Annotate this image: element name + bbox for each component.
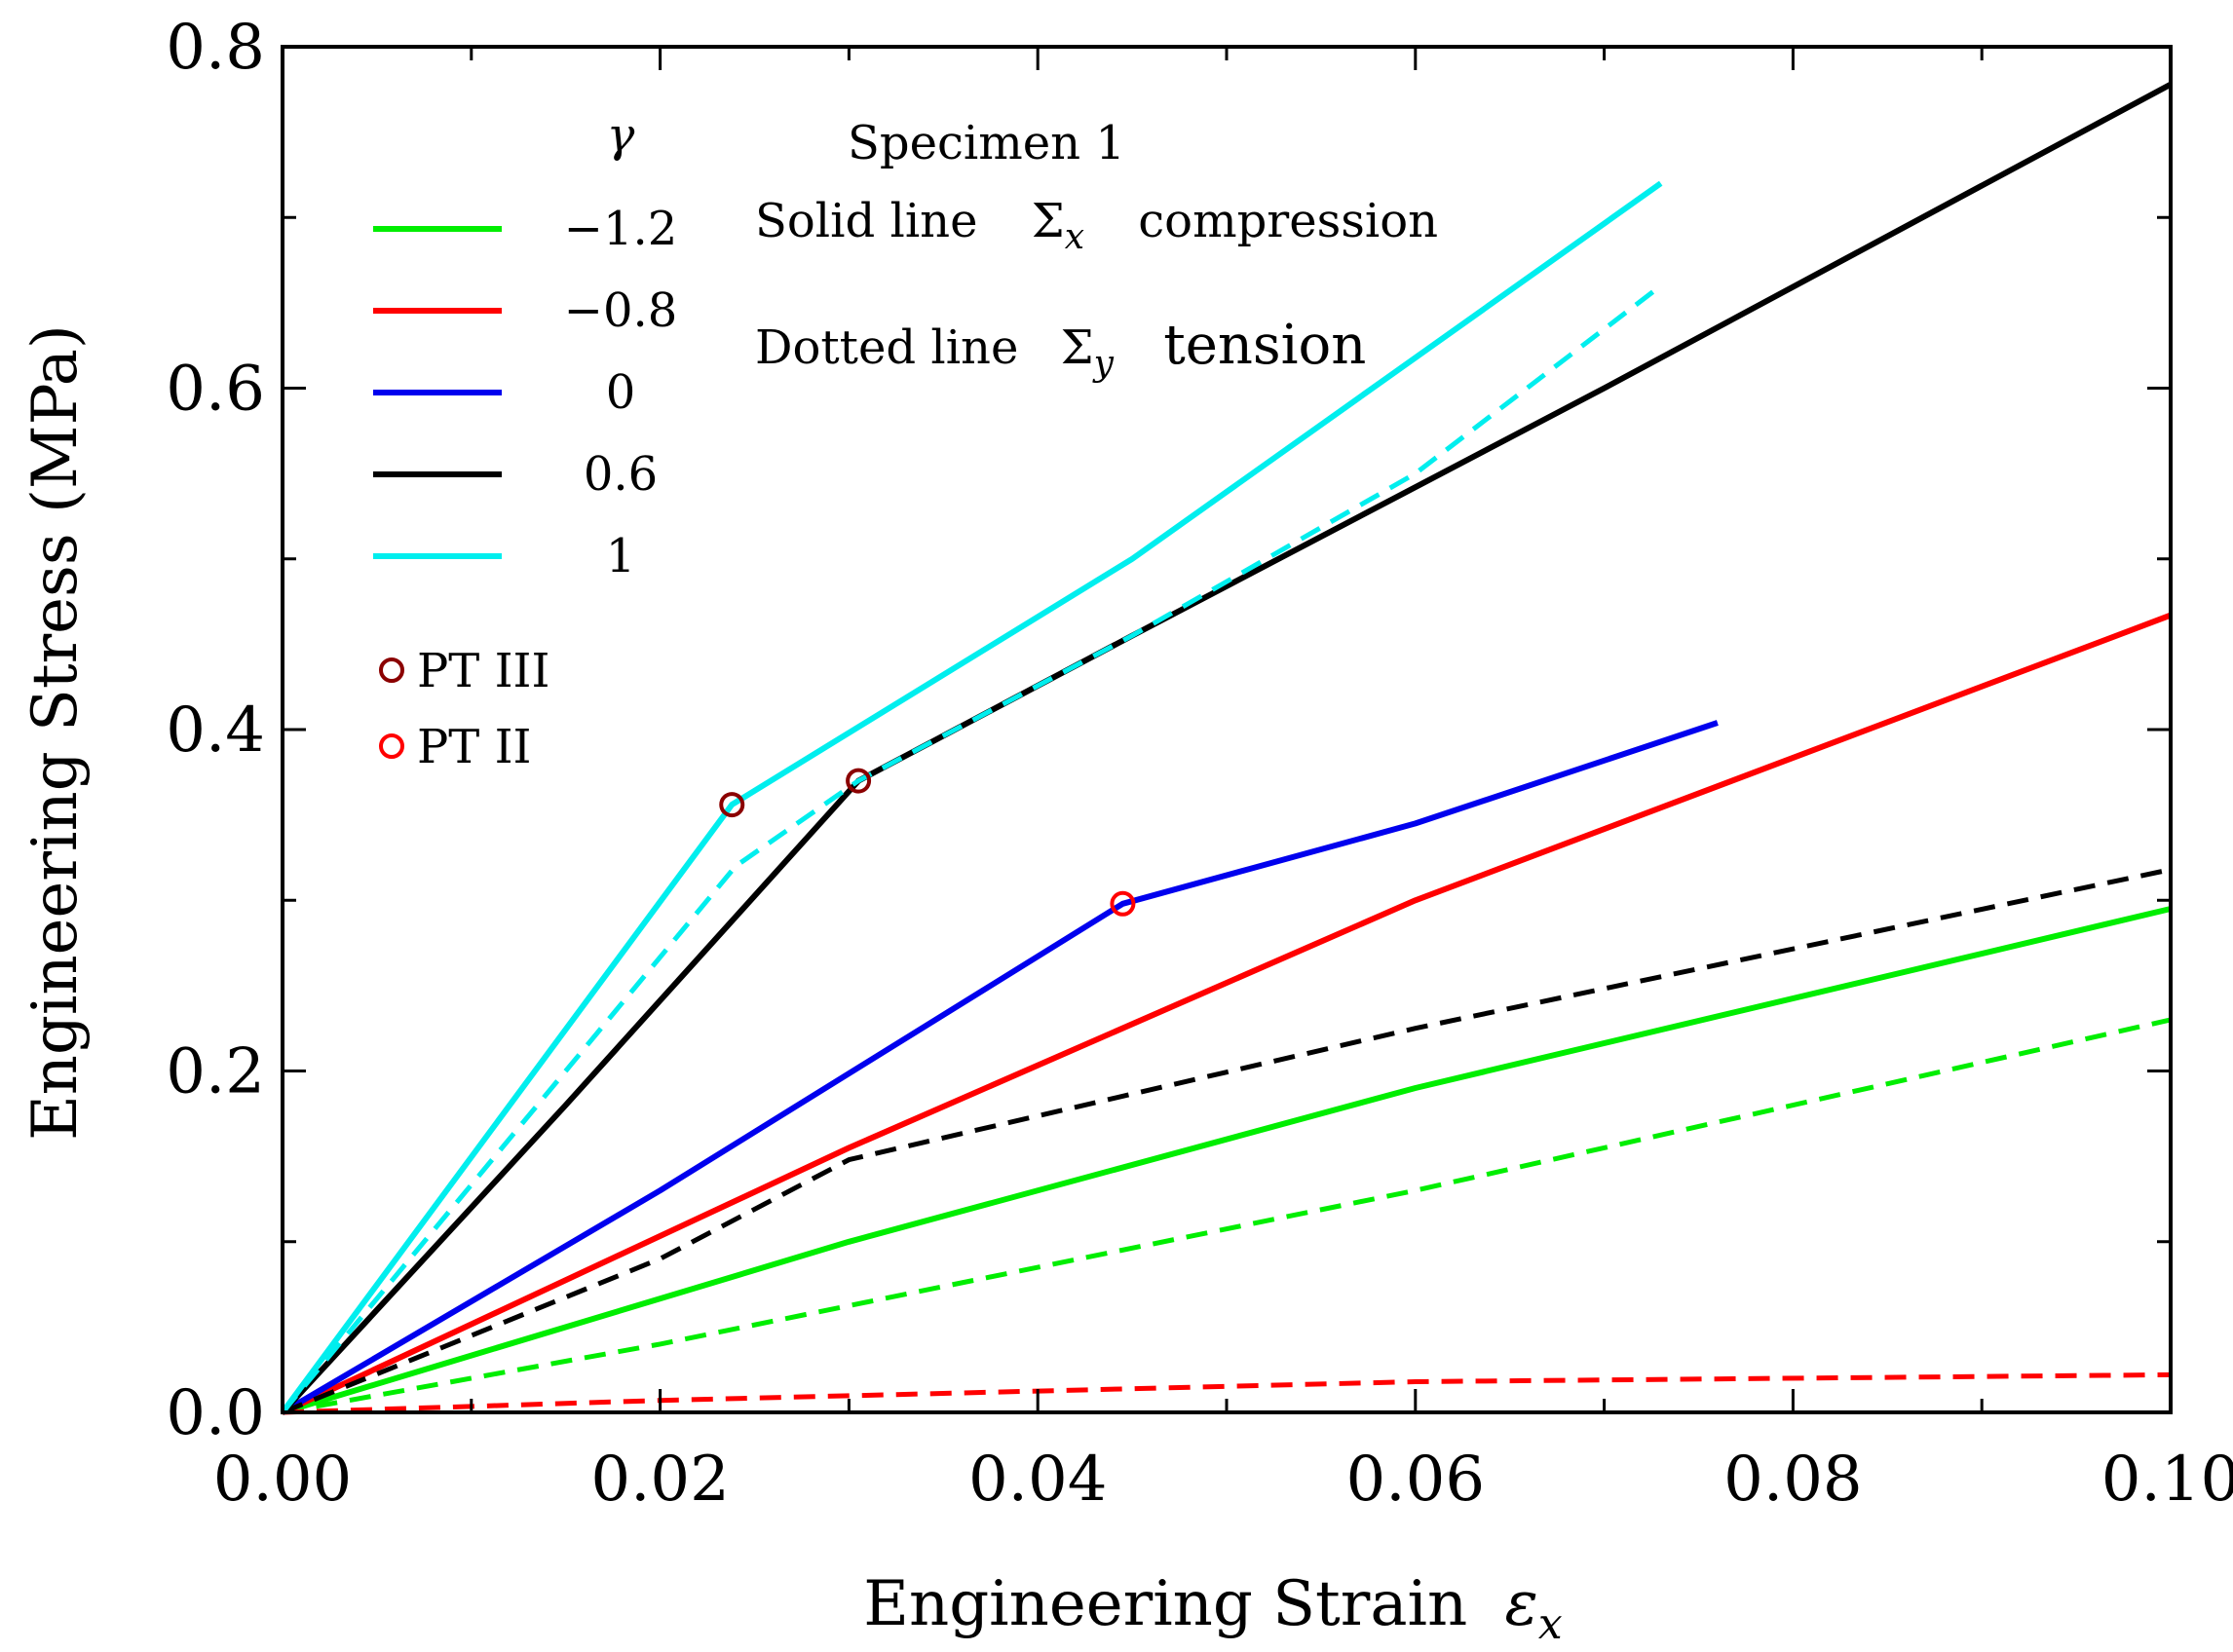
- legend-label-4: 1: [606, 529, 636, 583]
- x-tick-label: 0.02: [590, 1444, 730, 1516]
- legend-label-2: 0: [606, 365, 636, 420]
- dotted-line-subscript: y: [1092, 344, 1115, 384]
- x-axis-title-subscript: x: [1538, 1599, 1563, 1649]
- x-tick-label: 0.04: [968, 1444, 1108, 1516]
- y-tick-label: 0.8: [166, 12, 265, 84]
- x-axis-title-text: Engineering Strain: [863, 1568, 1467, 1640]
- legend-label-0: −1.2: [564, 202, 678, 256]
- series-line-6: [282, 867, 2172, 1415]
- pt-marker-2: [1110, 890, 1136, 917]
- solid-line-suffix: compression: [1138, 194, 1438, 248]
- specimen-note: Specimen 1: [848, 116, 1125, 170]
- x-tick-label: 0.08: [1723, 1444, 1863, 1516]
- annotations: Specimen 1 Solid line Σx compression Dot…: [755, 116, 1438, 387]
- x-tick-label: 0.00: [213, 1444, 353, 1516]
- tick-layer: 0.00 0.02 0.04 0.06 0.08 0.10 0.0 0.2 0.4 0.6 0.8: [166, 12, 2233, 1516]
- y-tick-label: 0.0: [166, 1377, 265, 1449]
- y-tick-label: 0.4: [166, 695, 265, 767]
- legend-label-1: −0.8: [564, 283, 678, 338]
- series-line-7: [280, 180, 1663, 1414]
- series-line-8: [281, 283, 1663, 1414]
- dotted-line-note: Dotted line Σy tension: [755, 314, 1366, 387]
- legend-marker-0: [379, 657, 404, 683]
- legend-marker-1: [379, 733, 404, 759]
- x-axis-title: Engineering Strain εx: [863, 1568, 1563, 1649]
- x-tick-label: 0.10: [2101, 1444, 2233, 1516]
- series-line-4: [281, 720, 1719, 1415]
- pt-marker-0: [719, 792, 745, 818]
- dotted-line-symbol: Σ: [1061, 320, 1094, 375]
- series-line-0: [282, 906, 2172, 1415]
- legend-marker-label-0: PT III: [417, 644, 549, 698]
- legend-entries: −1.2 −0.8 0 0.6 1: [373, 202, 677, 583]
- legend-marker-label-1: PT II: [417, 720, 532, 774]
- y-axis-title: Engineering Stress (MPa): [19, 324, 92, 1141]
- legend-markers: PT III PT II: [379, 644, 549, 774]
- series-line-2: [281, 612, 2173, 1415]
- series-layer: [280, 81, 2173, 1415]
- y-tick-label: 0.2: [166, 1036, 265, 1108]
- legend: γ −1.2 −0.8 0 0.6 1 PT III PT II: [373, 108, 677, 774]
- series-line-5: [280, 81, 2173, 1415]
- dotted-line-prefix: Dotted line: [755, 320, 1018, 375]
- solid-line-subscript: x: [1065, 217, 1084, 257]
- solid-line-symbol: Σ: [1032, 194, 1065, 248]
- legend-header: γ: [607, 108, 635, 163]
- solid-line-note: Solid line Σx compression: [755, 194, 1438, 260]
- y-tick-label: 0.6: [166, 354, 265, 426]
- solid-line-prefix: Solid line: [755, 194, 978, 248]
- pt-marker-1: [846, 768, 872, 794]
- series-line-1: [282, 1017, 2172, 1415]
- x-axis-title-symbol: ε: [1505, 1568, 1538, 1640]
- x-tick-label: 0.06: [1346, 1444, 1486, 1516]
- legend-label-3: 0.6: [584, 447, 658, 502]
- marker-layer: [719, 768, 1136, 917]
- dotted-line-suffix: tension: [1163, 314, 1366, 377]
